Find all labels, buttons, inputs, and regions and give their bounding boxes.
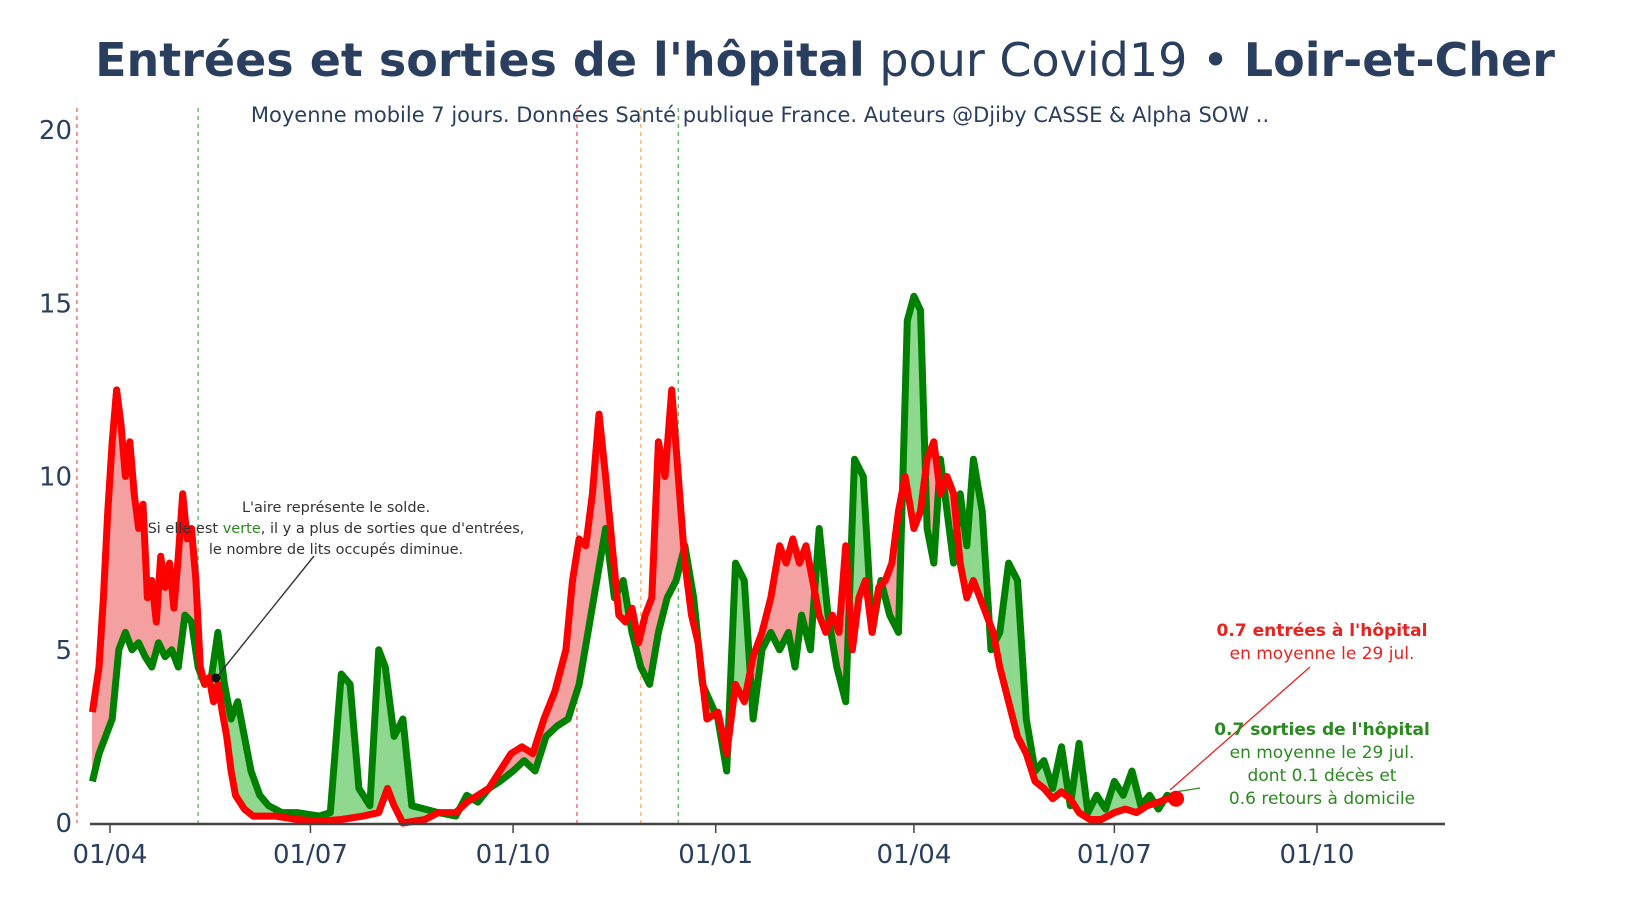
x-tick-label: 01/07 (273, 840, 348, 870)
note-line-1: L'aire représente le solde. (242, 500, 430, 516)
x-tick-label: 01/04 (876, 840, 951, 870)
y-tick-label: 5 (55, 636, 72, 666)
note-line-3: le nombre de lits occupés diminue. (209, 542, 463, 558)
exits-annotation-line-2: en moyenne le 29 jul. (1230, 743, 1415, 763)
x-tick-label: 01/10 (1280, 840, 1355, 870)
solde-area (1010, 567, 1014, 720)
note-verte: verte (223, 521, 261, 537)
solde-area (138, 516, 142, 648)
solde-area (1012, 571, 1016, 728)
entries-line (88, 386, 1176, 827)
title-part-3: Loir-et-Cher (1243, 33, 1555, 87)
x-tick-label: 01/07 (1077, 840, 1152, 870)
solde-area (913, 296, 917, 529)
entries-end-marker (1168, 790, 1185, 807)
solde-area (783, 557, 787, 642)
solde-area (781, 551, 785, 646)
solde-area (911, 296, 915, 529)
note-line-2a: Si elle est (148, 521, 223, 537)
solde-area (125, 459, 128, 639)
solde-area (398, 723, 402, 819)
exits-annotation-arrow (1174, 787, 1201, 793)
solde-area (396, 727, 399, 815)
vertical-lines (76, 108, 679, 823)
note-arrow-line (215, 555, 315, 679)
solde-area (662, 464, 666, 616)
entries-annotation-arrow (1169, 666, 1311, 791)
entries-annotation-line-2: en moyenne le 29 jul. (1230, 644, 1415, 664)
axes: 0 5 10 15 20 01/04 01/07 01/10 01/01 01/04 01/07 01… (39, 116, 1445, 870)
y-tick-label: 15 (39, 289, 72, 319)
entries-annotation-line-1: 0.7 entrées à l'hôpital (1217, 621, 1428, 641)
x-tick-label: 01/04 (73, 840, 148, 870)
end-markers (1168, 790, 1185, 807)
solde-area (345, 678, 349, 820)
note-line-2c: , il y a plus de sorties que d'entrées, (261, 521, 525, 537)
chart-title: Entrées et sorties de l'hôpital pour Cov… (0, 32, 1650, 88)
y-tick-label: 10 (39, 463, 72, 493)
solde-area (186, 533, 190, 621)
solde-area (785, 554, 789, 637)
note-line-2: Si elle est verte, il y a plus de sortie… (148, 521, 525, 537)
exits-annotation-line-1: 0.7 sorties de l'hôpital (1214, 720, 1430, 740)
area-fills (92, 296, 1177, 824)
series-lines (88, 292, 1178, 827)
solde-area (343, 675, 346, 820)
solde-area (737, 567, 741, 694)
title-part-1: Entrées et sorties de l'hôpital (95, 33, 865, 87)
chart-subtitle: Moyenne mobile 7 jours. Données Santé pu… (250, 103, 1270, 127)
exits-annotation-line-4: 0.6 retours à domicile (1229, 789, 1415, 809)
note-arrow-dot (211, 673, 221, 683)
x-tick-label: 01/01 (678, 840, 753, 870)
x-tick-label: 01/10 (476, 840, 551, 870)
exits-annotation-line-3: dont 0.1 décès et (1248, 766, 1397, 786)
solde-area (380, 655, 384, 807)
y-tick-label: 0 (55, 809, 72, 839)
title-part-2: pour Covid19 • (864, 33, 1244, 87)
annotations: L'aire représente le solde. Si elle est … (148, 500, 1430, 809)
y-tick-label: 20 (39, 116, 72, 146)
